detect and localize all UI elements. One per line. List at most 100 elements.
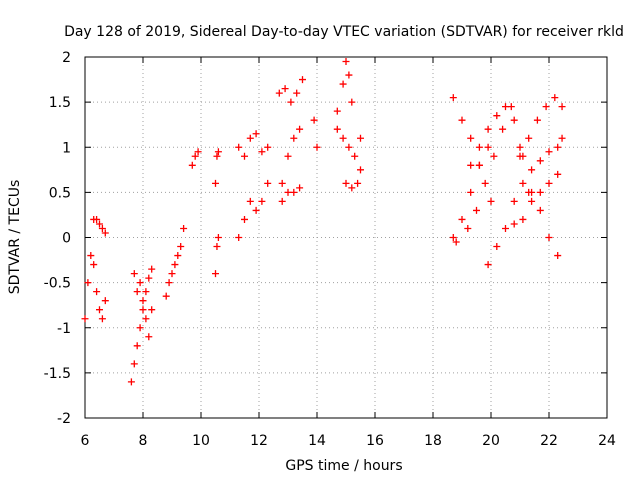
data-point <box>339 134 347 142</box>
data-point <box>487 197 495 205</box>
data-point <box>136 279 144 287</box>
data-point <box>81 315 89 323</box>
data-point <box>133 342 141 350</box>
data-point <box>284 152 292 160</box>
data-point <box>212 179 219 187</box>
data-point <box>101 229 109 237</box>
data-point <box>528 166 536 174</box>
series-arc-17 <box>342 166 364 192</box>
data-point <box>558 134 566 142</box>
data-point <box>145 333 153 341</box>
data-point <box>345 71 353 79</box>
data-point <box>542 103 550 111</box>
data-point <box>84 279 92 287</box>
data-point <box>348 184 356 192</box>
series-arc-15 <box>333 58 356 115</box>
chart-title: Day 128 of 2019, Sidereal Day-to-day VTE… <box>64 24 624 40</box>
y-tick-label: -1.5 <box>44 366 71 382</box>
data-point <box>162 292 170 300</box>
data-point <box>464 224 472 232</box>
data-point <box>214 148 222 156</box>
data-point <box>275 89 283 97</box>
data-point <box>139 297 147 305</box>
series-arc-11 <box>275 76 306 106</box>
data-point <box>528 197 536 205</box>
data-point <box>127 378 135 386</box>
x-tick-label: 20 <box>482 433 500 449</box>
data-point <box>519 215 527 223</box>
data-point <box>333 107 341 115</box>
data-point <box>558 103 566 111</box>
data-point <box>252 130 260 138</box>
data-point <box>467 188 475 196</box>
series-arc-7 <box>212 148 222 187</box>
data-point <box>258 148 266 156</box>
data-point <box>145 274 153 282</box>
data-point <box>528 188 536 196</box>
y-tick-label: 2 <box>62 50 71 66</box>
data-point <box>148 265 156 273</box>
x-tick-label: 10 <box>192 433 210 449</box>
x-tick-label: 12 <box>250 433 268 449</box>
data-point <box>213 152 221 160</box>
data-point <box>345 143 353 151</box>
data-point <box>214 234 222 241</box>
series-arc-13 <box>278 184 304 205</box>
data-point <box>278 197 286 205</box>
series-arc-12 <box>278 125 304 187</box>
data-point <box>481 179 489 187</box>
data-point <box>171 261 179 269</box>
data-point <box>165 279 173 287</box>
data-point <box>246 134 254 142</box>
y-tick-label: -1 <box>57 321 71 337</box>
data-point <box>241 152 248 160</box>
data-point <box>551 94 559 102</box>
data-point <box>241 215 248 223</box>
data-points <box>81 58 566 386</box>
data-point <box>510 220 518 228</box>
data-point <box>516 152 524 160</box>
x-axis-title: GPS time / hours <box>285 458 402 474</box>
data-point <box>545 234 553 241</box>
y-tick-label: 1 <box>62 140 71 156</box>
data-point <box>194 148 202 156</box>
data-point <box>467 134 475 142</box>
data-point <box>96 220 103 228</box>
data-point <box>264 179 272 187</box>
data-point <box>452 238 460 246</box>
data-point <box>533 116 541 124</box>
data-point <box>296 184 304 192</box>
y-tick-label: -2 <box>57 411 71 427</box>
data-point <box>174 252 182 260</box>
data-point <box>510 116 518 124</box>
data-point <box>354 179 362 187</box>
data-point <box>213 243 221 251</box>
series-arc-6 <box>188 148 202 169</box>
y-tick-label: 0 <box>62 231 71 247</box>
data-point <box>93 215 101 223</box>
data-point <box>87 252 95 260</box>
data-point <box>168 270 176 278</box>
x-tick-label: 18 <box>424 433 442 449</box>
data-point <box>339 80 347 88</box>
data-point <box>296 125 304 133</box>
data-point <box>510 197 518 205</box>
data-point <box>191 152 199 160</box>
data-point <box>484 261 492 269</box>
data-point <box>467 161 475 169</box>
data-point <box>98 224 106 232</box>
x-tick-label: 6 <box>81 433 90 449</box>
x-tick-label: 16 <box>366 433 384 449</box>
data-point <box>348 98 356 106</box>
data-point <box>484 143 492 151</box>
data-point <box>519 179 527 187</box>
data-point <box>357 134 364 142</box>
data-point <box>545 179 553 187</box>
data-point <box>287 98 295 106</box>
data-point <box>139 306 147 314</box>
data-point <box>313 143 321 151</box>
data-point <box>351 152 359 160</box>
y-axis-title: SDTVAR / TECUs <box>7 180 23 295</box>
data-point <box>536 157 544 165</box>
data-point <box>246 197 254 205</box>
